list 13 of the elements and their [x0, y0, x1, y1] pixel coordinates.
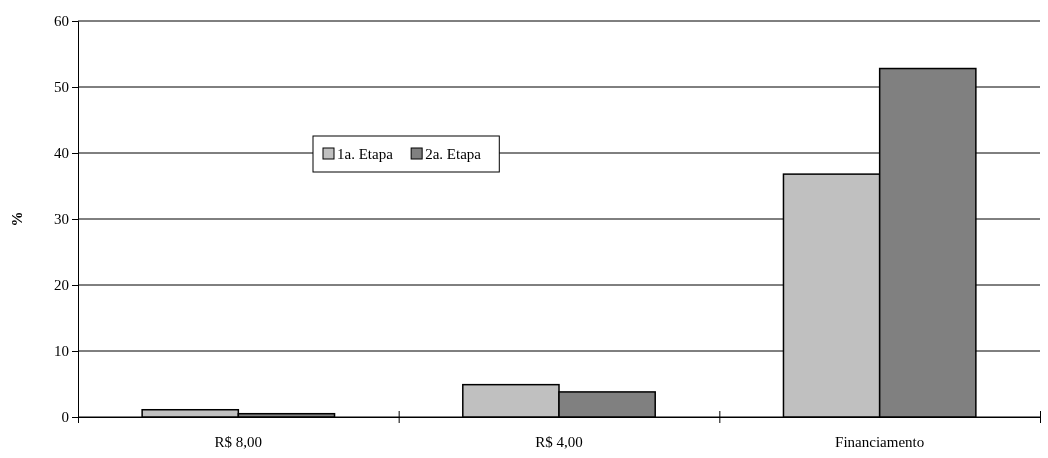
y-tick-label: 40	[54, 145, 69, 162]
x-tick-label: R$ 4,00	[535, 434, 583, 450]
x-tick-label: R$ 8,00	[214, 434, 263, 450]
y-tick-label: 20	[54, 277, 69, 294]
legend-label: 2a. Etapa	[425, 146, 482, 162]
y-tick-label: 30	[54, 211, 69, 228]
y-tick-label: 0	[61, 409, 69, 426]
x-tick-label: Financiamento	[835, 434, 925, 450]
y-tick-label: 50	[54, 79, 69, 96]
y-tick-label: 10	[54, 343, 69, 360]
y-tick-label: 60	[54, 13, 69, 30]
legend-label: 1a. Etapa	[337, 146, 394, 162]
y-axis-title: %	[9, 211, 25, 227]
